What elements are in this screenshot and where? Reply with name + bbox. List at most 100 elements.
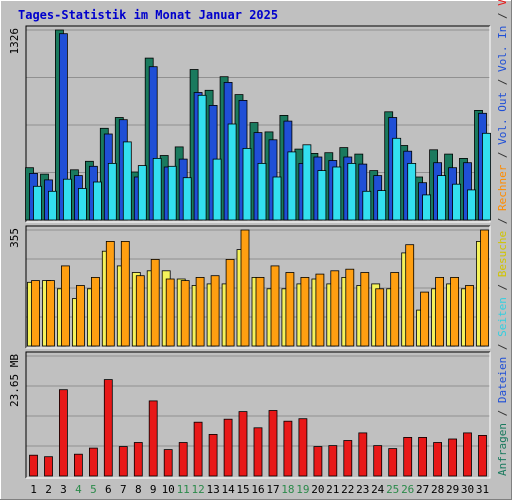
- bar: [33, 185, 42, 221]
- bar: [285, 272, 295, 347]
- bar: [465, 285, 474, 347]
- bar: [435, 276, 445, 347]
- bar: [103, 379, 113, 477]
- legend-entry: Rechner: [496, 164, 509, 211]
- x-tick-label: 8: [135, 483, 142, 496]
- bar: [420, 291, 430, 347]
- bar: [392, 137, 402, 221]
- series-rechner: [31, 229, 489, 347]
- x-tick-label: 31: [476, 483, 489, 496]
- bar: [480, 229, 489, 347]
- bar: [478, 434, 487, 477]
- bar: [31, 280, 40, 347]
- bar: [107, 162, 117, 221]
- bar: [313, 446, 323, 477]
- bar: [283, 420, 293, 477]
- bar: [433, 442, 443, 477]
- bar: [240, 229, 250, 347]
- bar: [345, 268, 355, 347]
- bar: [59, 389, 68, 477]
- legend-entry: Vol. In: [496, 26, 509, 72]
- bar: [195, 276, 205, 347]
- bar: [362, 190, 372, 221]
- x-tick-label: 23: [356, 483, 369, 496]
- bar: [76, 285, 85, 347]
- legend-entry: /: [496, 6, 509, 26]
- panel-frame-dark: [25, 351, 490, 478]
- panel-frame-light: [26, 26, 491, 223]
- legend-entry: /: [496, 403, 509, 423]
- bar: [150, 258, 160, 347]
- legend-entry: /: [496, 72, 509, 92]
- x-tick-label: 7: [120, 483, 127, 496]
- bar: [375, 288, 385, 347]
- legend-entry: /: [496, 277, 509, 297]
- bar: [182, 177, 192, 221]
- x-tick-label: 19: [296, 483, 309, 496]
- y-axis-max-label: 23.65 MB: [8, 354, 21, 407]
- bar: [210, 275, 220, 347]
- bar: [197, 94, 207, 221]
- bar: [358, 432, 368, 477]
- visits-panel: 355: [8, 225, 491, 349]
- bar: [407, 162, 417, 221]
- bar: [89, 447, 98, 477]
- bar: [418, 436, 428, 477]
- x-tick-label: 26: [401, 483, 414, 496]
- bar: [360, 272, 370, 347]
- x-tick-label: 29: [446, 483, 459, 496]
- x-tick-label: 21: [326, 483, 339, 496]
- series-volumen: [29, 379, 487, 477]
- x-axis-labels: 1 2 3 4 5 6 7 8 9 10 11 12 13 14 15 16 17 18 19 20 21 22 23 24 2…: [30, 483, 489, 496]
- panel-frame-dark: [25, 225, 490, 348]
- panel-frame-light: [26, 352, 491, 479]
- bar: [120, 240, 130, 347]
- bar: [193, 421, 203, 477]
- bar: [135, 275, 145, 347]
- x-tick-label: 14: [221, 483, 235, 496]
- bar: [343, 440, 353, 477]
- legend-entry: Anfragen: [496, 423, 509, 476]
- legend-entry: Besuche: [496, 231, 509, 277]
- x-tick-label: 25: [386, 483, 399, 496]
- x-tick-label: 20: [311, 483, 324, 496]
- bar: [388, 448, 398, 477]
- x-tick-label: 18: [281, 483, 294, 496]
- x-tick-label: 12: [191, 483, 204, 496]
- bar: [165, 278, 175, 347]
- bar: [122, 141, 132, 221]
- x-tick-label: 24: [371, 483, 385, 496]
- x-tick-label: 30: [461, 483, 474, 496]
- panel-frame-light: [26, 226, 491, 349]
- x-tick-label: 22: [341, 483, 354, 496]
- panel-frame-dark: [25, 25, 490, 222]
- bar: [152, 157, 162, 221]
- right-axis-legend: Anfragen / Dateien / Seiten / Besuche / …: [496, 0, 509, 476]
- x-tick-label: 10: [162, 483, 175, 496]
- bar: [208, 433, 218, 477]
- bar: [257, 162, 267, 221]
- bar: [167, 165, 177, 221]
- bar: [212, 158, 222, 221]
- bar: [463, 432, 472, 477]
- bar: [452, 183, 462, 221]
- bar: [450, 276, 460, 347]
- bar: [48, 190, 57, 221]
- bar: [272, 176, 282, 221]
- x-tick-label: 11: [177, 483, 190, 496]
- y-axis-max-label: 355: [8, 228, 21, 248]
- bar: [403, 436, 413, 477]
- bar: [238, 411, 248, 477]
- bar: [317, 170, 327, 221]
- bar: [78, 188, 87, 221]
- bar: [227, 123, 237, 221]
- x-tick-label: 2: [45, 483, 52, 496]
- bar: [163, 449, 173, 477]
- x-tick-label: 28: [431, 483, 444, 496]
- bar: [93, 181, 102, 221]
- bar: [44, 456, 53, 477]
- volume-panel: 23.65 MB: [8, 351, 491, 479]
- right-legend-text: Anfragen / Dateien / Seiten / Besuche / …: [496, 0, 509, 476]
